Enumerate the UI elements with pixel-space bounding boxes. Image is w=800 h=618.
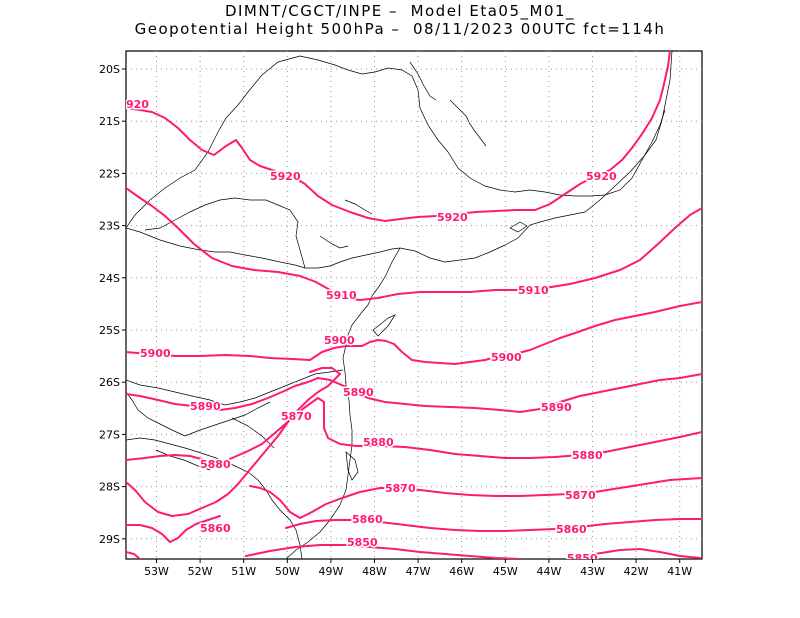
x-tick-label: 50W — [275, 565, 300, 578]
contour-5900 — [126, 301, 702, 365]
contour-5870 — [126, 367, 341, 517]
axes: 53W 52W 51W 50W 49W 48W 47W 46W 45W 44W 43W 42W 41W 2… — [99, 63, 692, 578]
x-tick-label: 41W — [667, 565, 692, 578]
contour-label: 5900 — [324, 334, 355, 347]
contour-label: 5920 — [586, 170, 617, 183]
y-tick-label: 29S — [99, 533, 120, 546]
contour-5850 — [245, 544, 521, 559]
map-frame — [125, 50, 703, 560]
x-tick-label: 42W — [624, 565, 649, 578]
river — [409, 61, 437, 101]
state-border — [126, 55, 666, 229]
contour-label: 5870 — [385, 482, 416, 495]
river — [155, 449, 211, 471]
y-tick-label: 20S — [99, 63, 120, 76]
river — [231, 417, 275, 449]
x-tick-label: 49W — [318, 565, 343, 578]
contour-5870 — [126, 515, 221, 543]
coastline-lagoon — [345, 451, 359, 481]
contour-label: 5890 — [190, 400, 221, 413]
contour-label: 5850 — [347, 536, 378, 549]
contour-5920 — [126, 51, 671, 222]
river — [344, 199, 373, 215]
state-border — [126, 369, 344, 406]
x-tick-label: 52W — [188, 565, 213, 578]
x-tick-label: 51W — [231, 565, 256, 578]
contour-label: 5920 — [437, 211, 468, 224]
contour-label: 5910 — [518, 284, 549, 297]
contour-label: 5870 — [281, 410, 312, 423]
contour-label: 5900 — [491, 351, 522, 364]
y-tick-label: 23S — [99, 220, 120, 233]
contour-label: 920 — [126, 98, 149, 111]
contours — [126, 51, 702, 559]
contour-label: 5890 — [541, 401, 572, 414]
y-tick-label: 21S — [99, 115, 120, 128]
contour-label: 5880 — [572, 449, 603, 462]
y-tick-label: 22S — [99, 167, 120, 180]
y-tick-label: 28S — [99, 481, 120, 494]
x-tick-label: 45W — [493, 565, 518, 578]
state-border — [126, 437, 303, 559]
title-line-2: Geopotential Height 500hPa – 08/11/2023 … — [134, 20, 666, 38]
contour-5870 — [249, 477, 702, 519]
y-tick-label: 27S — [99, 428, 120, 441]
contour-5850 — [126, 551, 141, 559]
river — [319, 235, 349, 249]
x-tick-label: 53W — [144, 565, 169, 578]
coastline — [285, 247, 401, 559]
coastlines-and-borders — [126, 51, 673, 559]
coastline — [399, 51, 673, 263]
contour-label: 5910 — [326, 289, 357, 302]
contour-label: 5880 — [200, 458, 231, 471]
x-tick-label: 44W — [536, 565, 561, 578]
contour-label: 5870 — [565, 489, 596, 502]
y-tick-label: 24S — [99, 272, 120, 285]
contour-label: 5880 — [363, 436, 394, 449]
country-border — [126, 391, 186, 437]
contour-label: 5900 — [140, 347, 171, 360]
contour-5910 — [126, 187, 702, 301]
contour-5880 — [126, 397, 702, 466]
contour-5850 — [569, 548, 701, 559]
river — [184, 401, 271, 437]
contour-label: 5890 — [343, 386, 374, 399]
state-border — [144, 197, 306, 269]
title-line-1: DIMNT/CGCT/INPE – Model Eta05_M01_ — [224, 2, 576, 20]
x-tick-label: 48W — [362, 565, 387, 578]
contour-label: 5860 — [200, 522, 231, 535]
x-tick-label: 47W — [406, 565, 431, 578]
river — [449, 99, 487, 147]
contour-label: 5860 — [556, 523, 587, 536]
contour-label: 5920 — [270, 170, 301, 183]
coastline-bay — [372, 314, 396, 337]
contour-5890 — [126, 373, 702, 413]
coastline-island — [509, 221, 528, 233]
lat-lon-grid — [126, 51, 702, 559]
x-tick-label: 46W — [449, 565, 474, 578]
contour-5860 — [285, 518, 702, 532]
state-border — [126, 227, 401, 269]
y-tick-label: 26S — [99, 376, 120, 389]
contour-label: 5850 — [567, 552, 598, 565]
contour-label: 5860 — [352, 513, 383, 526]
map-title: DIMNT/CGCT/INPE – Model Eta05_M01_ Geopo… — [0, 2, 800, 38]
contour-labels: 920 5920 5920 5920 5910 5910 5900 5900 5… — [126, 97, 618, 565]
x-tick-label: 43W — [580, 565, 605, 578]
y-tick-label: 25S — [99, 324, 120, 337]
